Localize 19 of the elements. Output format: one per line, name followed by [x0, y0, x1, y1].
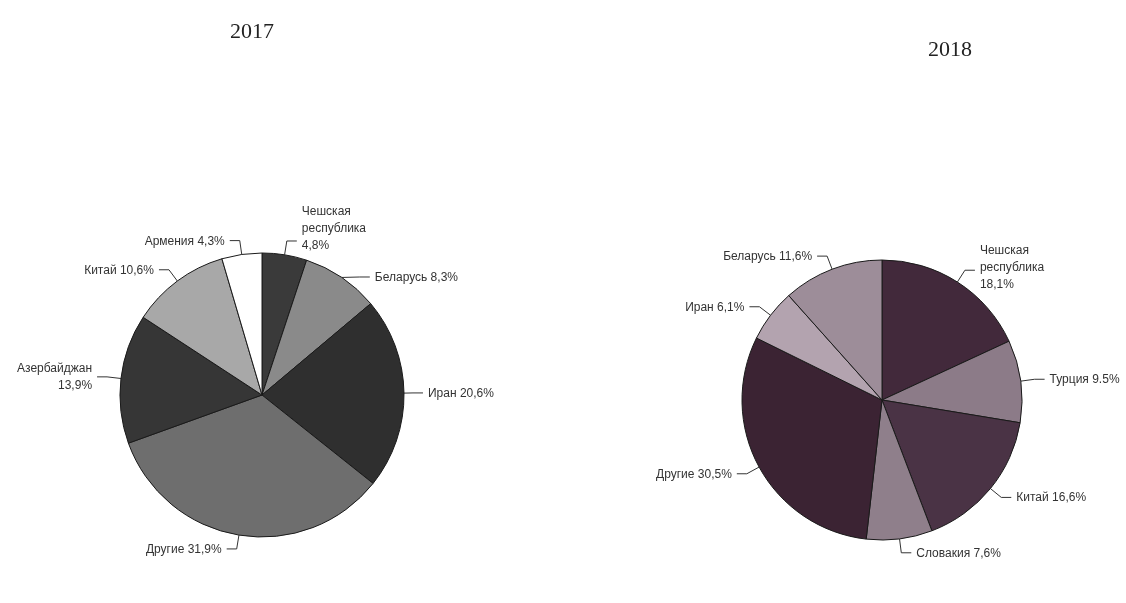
slice-label: Беларусь 8,3% [374, 269, 459, 284]
data-label: 4,8% [301, 237, 330, 252]
slice-label: Китай 10,6% [84, 262, 155, 277]
slice-label: Словакия 7,6% [916, 545, 1002, 560]
slice-label: Азербайджан [17, 361, 93, 376]
slice-label: Китай 16,6% [1016, 490, 1087, 505]
slice-label: Армения 4,3% [144, 233, 226, 248]
slice-label: Чешская республика [979, 243, 1045, 275]
slice-label: Другие 30,5% [656, 466, 733, 481]
chart-title: 2018 [928, 35, 972, 61]
slice-label: Другие 31,9% [145, 541, 222, 556]
data-label: 13,9% [58, 378, 93, 393]
slice-label: Иран 6,1% [685, 299, 745, 314]
slice-label: Иран 20,6% [427, 385, 495, 400]
slice-label: Турция 9.5% [1049, 372, 1120, 387]
slice-label: Беларусь 11,6% [723, 249, 813, 264]
chart-title: 2017 [230, 17, 274, 43]
slice-label: Чешская республика [301, 203, 367, 235]
data-label: 18,1% [979, 277, 1015, 292]
